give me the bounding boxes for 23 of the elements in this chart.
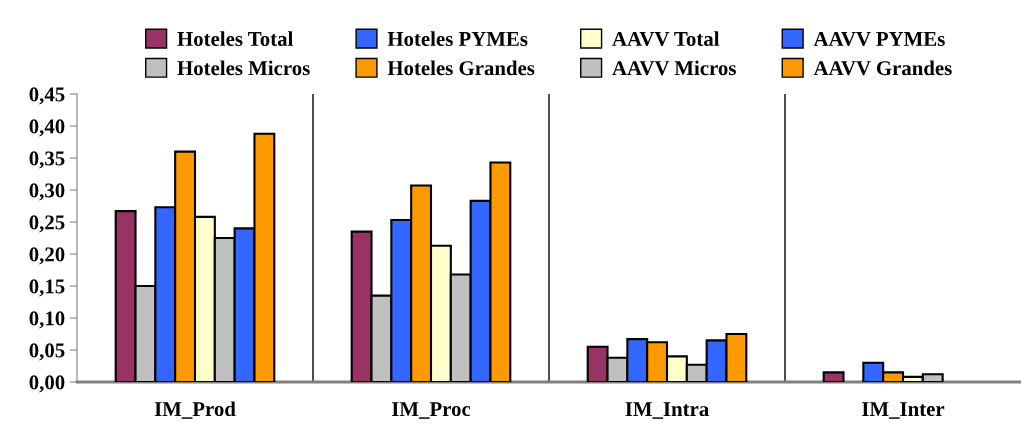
y-tick-label: 0,10 xyxy=(29,311,65,329)
legend-label: AAVV PYMEs xyxy=(813,32,945,47)
y-tick-label: 0,20 xyxy=(29,247,65,265)
legend-label: AAVV Total xyxy=(612,31,720,47)
y-tick-label: 0,05 xyxy=(29,343,65,361)
y-tick-label: 0,00 xyxy=(29,375,65,393)
legend-label: Hoteles Micros xyxy=(177,60,310,76)
y-tick-label: 0,35 xyxy=(29,151,65,169)
legend-label: Hoteles Total xyxy=(177,31,293,46)
y-tick-label: 0,15 xyxy=(29,279,65,297)
legend-label: Hoteles PYMEs xyxy=(387,31,528,46)
legend-label: AAVV Micros xyxy=(612,60,736,76)
y-tick-label: 0,45 xyxy=(29,87,65,105)
y-tick-label: 0,25 xyxy=(29,215,65,233)
x-tick-label: IM_Prod xyxy=(154,401,236,419)
y-tick-label: 0,40 xyxy=(29,119,65,137)
y-tick-label: 0,30 xyxy=(29,183,65,201)
legend-label: Hoteles Grandes xyxy=(387,60,535,76)
x-tick-label: IM_Intra xyxy=(625,402,709,419)
bar xyxy=(822,371,845,382)
legend-label: AAVV Grandes xyxy=(813,60,952,76)
x-tick-label: IM_Inter xyxy=(862,402,945,419)
x-tick-label: IM_Proc xyxy=(391,402,471,419)
